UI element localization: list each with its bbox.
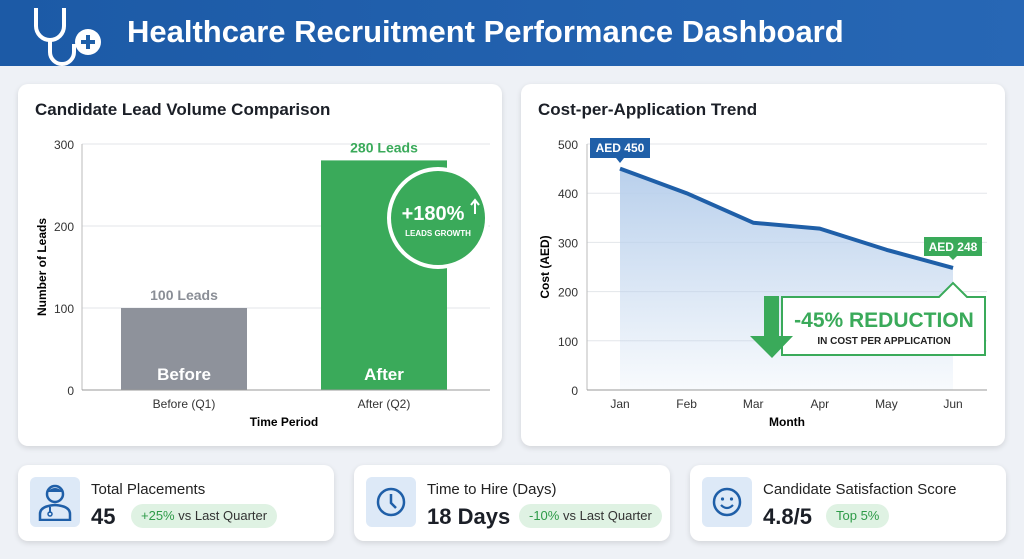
y-tick-label: 100 <box>558 335 578 349</box>
arrow-down-icon <box>750 296 793 358</box>
stethoscope-icon <box>34 8 101 66</box>
delta: Top 5% <box>836 508 880 523</box>
x-tick-label: May <box>875 397 898 411</box>
growth-value: +180% <box>402 203 465 225</box>
x-axis-label: Month <box>769 415 805 429</box>
x-tick-label: After (Q2) <box>358 397 411 411</box>
y-tick-label: 100 <box>54 302 74 316</box>
end-label-bg <box>924 237 982 260</box>
y-tick-label: 200 <box>54 220 74 234</box>
header: Healthcare Recruitment Performance Dashb… <box>0 0 1024 66</box>
kpi-delta-badge: -10% vs Last Quarter <box>519 504 662 528</box>
doctor-icon <box>30 477 80 527</box>
kpi-value: 4.8/5 <box>763 504 812 529</box>
clock-icon <box>366 477 416 527</box>
page-title: Healthcare Recruitment Performance Dashb… <box>127 14 844 49</box>
trend-line <box>619 166 954 270</box>
x-tick-label: Jun <box>943 397 962 411</box>
kpi-label: Candidate Satisfaction Score <box>763 481 957 498</box>
smiley-icon <box>702 477 752 527</box>
y-tick-label: 300 <box>558 236 578 250</box>
start-label: AED 450 <box>596 141 645 155</box>
x-tick-label: Feb <box>676 397 697 411</box>
delta: +25% <box>141 508 175 523</box>
y-tick-label: 0 <box>67 384 74 398</box>
kpi-delta-badge: +25% vs Last Quarter <box>131 504 278 528</box>
delta: -10% <box>529 508 560 523</box>
chart-title: Candidate Lead Volume Comparison <box>35 100 331 119</box>
reduction-text: IN COST PER APPLICATION <box>817 336 950 347</box>
area-fill <box>620 168 953 390</box>
x-axis-label: Time Period <box>250 415 318 429</box>
arrow-up-icon <box>470 198 480 214</box>
y-tick-label: 500 <box>558 138 578 152</box>
start-label-bg <box>590 138 650 163</box>
y-tick-label: 200 <box>558 286 578 300</box>
y-tick-label: 300 <box>54 138 74 152</box>
bar-data-label: 280 Leads <box>350 139 418 155</box>
delta-text: vs Last Quarter <box>559 508 652 523</box>
y-tick-label: 400 <box>558 187 578 201</box>
x-tick-label: Jan <box>610 397 629 411</box>
growth-text: LEADS GROWTH <box>405 229 471 238</box>
y-axis-label: Cost (AED) <box>538 235 552 298</box>
bar <box>121 308 247 390</box>
x-tick-label: Before (Q1) <box>153 397 216 411</box>
kpi-card: Total Placements 45 +25% vs Last Quarter <box>18 465 334 541</box>
x-tick-label: Mar <box>743 397 764 411</box>
end-label: AED 248 <box>929 240 978 254</box>
y-tick-label: 0 <box>571 384 578 398</box>
kpi-label: Time to Hire (Days) <box>427 481 557 498</box>
kpi-value: 18 Days <box>427 504 511 529</box>
reduction-callout <box>781 281 986 356</box>
delta-text: vs Last Quarter <box>174 508 268 523</box>
kpi-label: Total Placements <box>91 481 206 498</box>
x-tick-label: Apr <box>810 397 829 411</box>
bar-label: After <box>364 365 404 384</box>
kpi-card: Candidate Satisfaction Score 4.8/5 Top 5… <box>690 465 1006 541</box>
kpi-value: 45 <box>91 504 116 529</box>
y-axis-label: Number of Leads <box>35 218 49 316</box>
growth-badge <box>387 167 489 269</box>
bar-data-label: 100 Leads <box>150 287 218 303</box>
bar-label: Before <box>157 365 211 384</box>
kpi-card: Time to Hire (Days) 18 Days -10% vs Last… <box>354 465 670 541</box>
kpi-delta-badge: Top 5% <box>826 504 890 528</box>
reduction-value: -45% REDUCTION <box>794 309 974 332</box>
chart-title: Cost-per-Application Trend <box>538 100 758 119</box>
